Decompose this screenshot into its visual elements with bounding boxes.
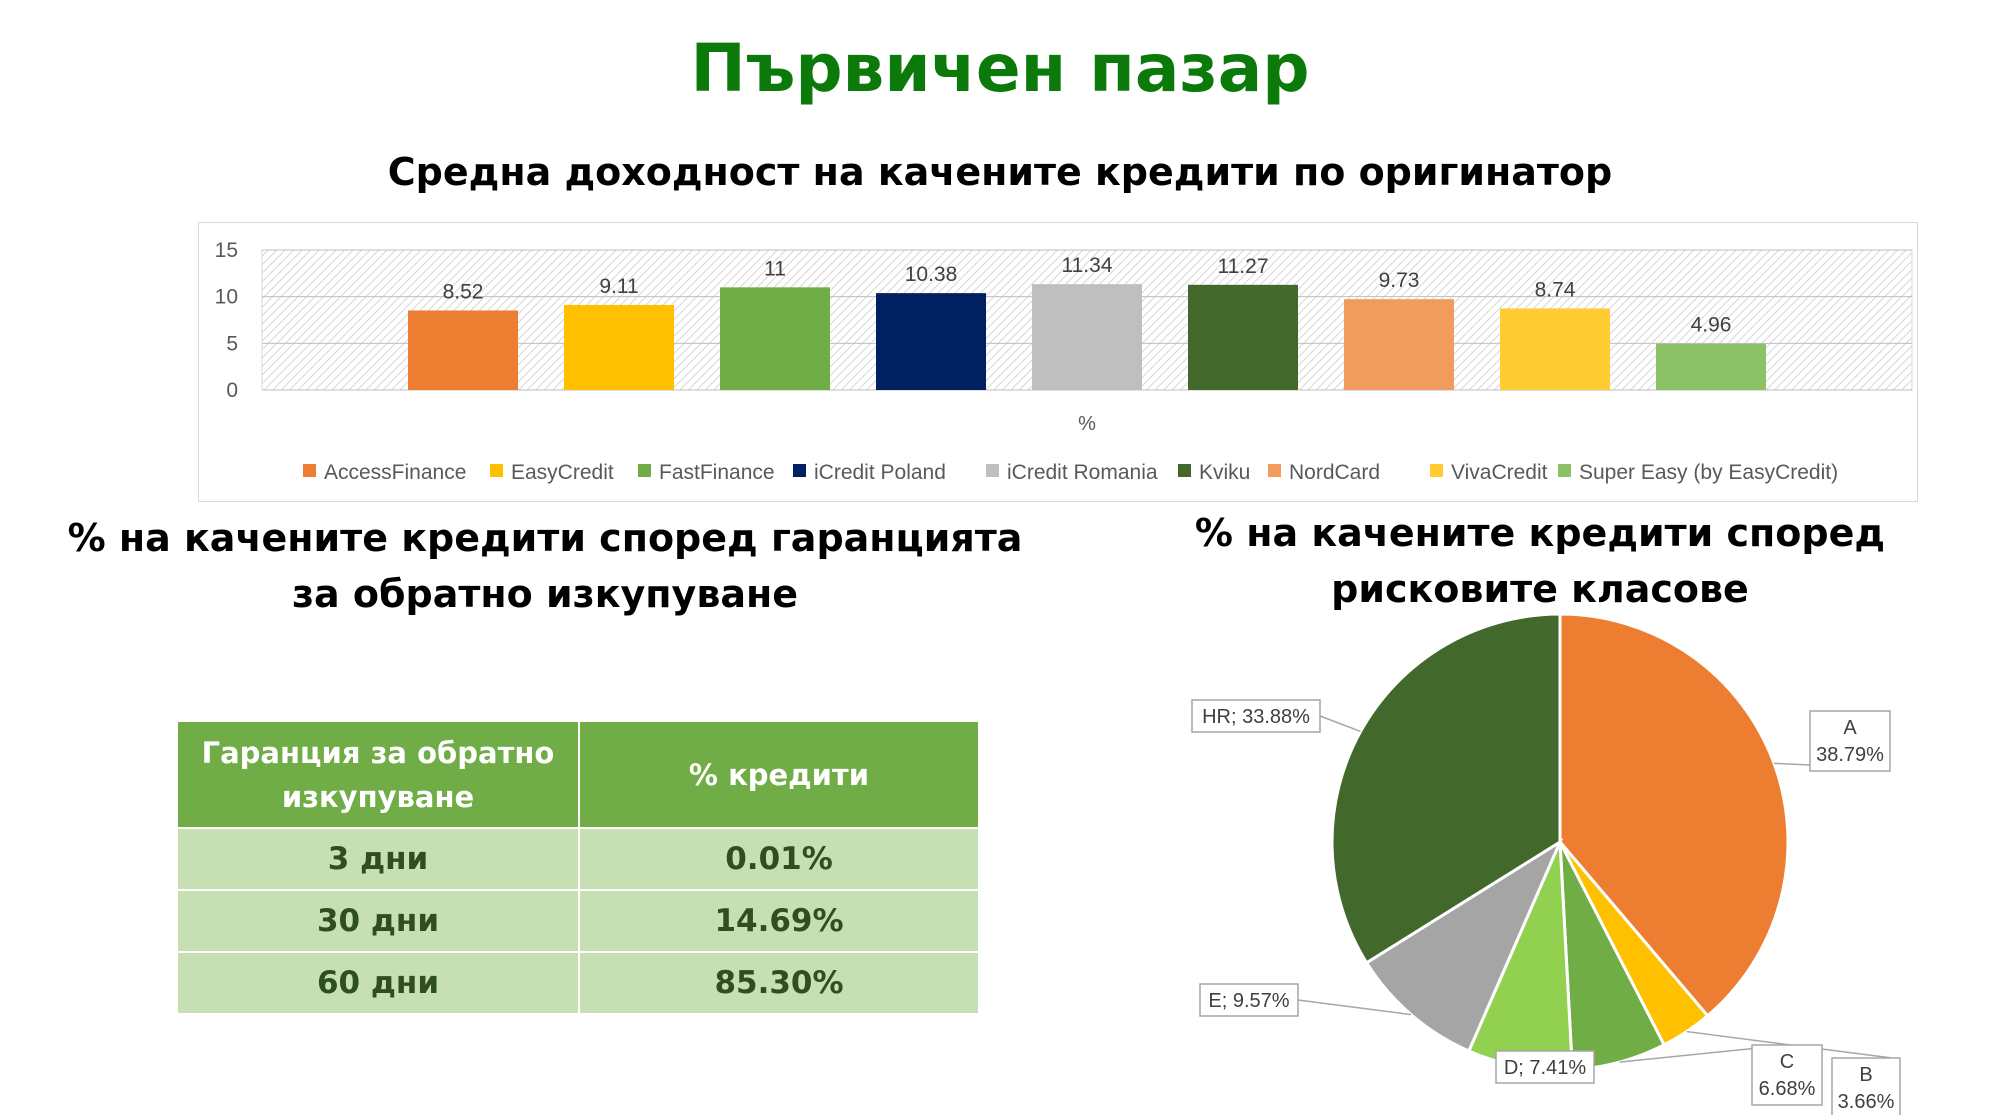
- pie-slice-hr: [1330, 612, 1562, 965]
- legend-label: EasyCredit: [511, 461, 614, 484]
- cell-percent: 14.69%: [578, 889, 980, 953]
- legend-label: Super Easy (by EasyCredit): [1579, 461, 1838, 484]
- legend-label: Kviku: [1199, 461, 1250, 484]
- table-header-guarantee: Гаранция за обратно изкупуване: [176, 720, 580, 829]
- guarantee-title: % на качените кредити според гаранцията …: [67, 516, 1023, 616]
- legend-swatch: [638, 464, 651, 477]
- pie-data-label: 3.66%: [1838, 1091, 1895, 1113]
- pie-data-label: E; 9.57%: [1208, 990, 1289, 1012]
- cell-percent: 0.01%: [578, 827, 980, 891]
- risk-title: % на качените кредити според рисковите к…: [1194, 511, 1886, 611]
- table-row: 3 дни 0.01%: [176, 827, 980, 891]
- bar-2: [720, 287, 830, 390]
- bar-0: [408, 310, 518, 390]
- legend-label: iCredit Romania: [1007, 461, 1158, 484]
- data-label: 9.73: [1379, 269, 1420, 292]
- legend-label: AccessFinance: [324, 461, 466, 484]
- data-label-box: [1191, 699, 1321, 733]
- pie-slice-e: [1364, 838, 1564, 1053]
- page-title: Първичен пазар: [690, 30, 1310, 107]
- table-row: 60 дни 85.30%: [176, 951, 980, 1015]
- bar-6: [1344, 299, 1454, 390]
- data-label-box: [1751, 1044, 1823, 1106]
- x-axis-label: %: [1078, 413, 1096, 435]
- legend-label: iCredit Poland: [814, 461, 946, 484]
- data-label: 8.52: [443, 280, 484, 303]
- cell-guarantee: 3 дни: [176, 827, 580, 891]
- bar-8: [1656, 343, 1766, 390]
- legend-swatch: [303, 464, 316, 477]
- legend-label: VivaCredit: [1451, 461, 1548, 484]
- bar-5: [1188, 284, 1298, 390]
- data-label-box: [1809, 710, 1891, 772]
- data-label: 10.38: [905, 263, 958, 286]
- pie-data-label: 6.68%: [1759, 1078, 1816, 1100]
- legend-swatch: [986, 464, 999, 477]
- legend-swatch: [1268, 464, 1281, 477]
- data-label: 11.34: [1062, 254, 1113, 277]
- y-tick-label: 0: [226, 379, 238, 402]
- data-label: 8.74: [1535, 278, 1576, 301]
- bar-chart: 0 5 10 15 8.52 9.11 11 10.38 11.34 11.27 9.73 8.74…: [215, 239, 1913, 484]
- legend-swatch: [1558, 464, 1571, 477]
- data-label-box: [1199, 983, 1299, 1017]
- pie-data-label: 38.79%: [1816, 744, 1884, 766]
- cell-guarantee: 30 дни: [176, 889, 580, 953]
- leader-line: [1773, 762, 1811, 766]
- table-row: 30 дни 14.69%: [176, 889, 980, 953]
- data-label-box: [1495, 1050, 1595, 1084]
- data-label: 11: [764, 257, 786, 280]
- leader-line: [1319, 715, 1361, 733]
- pie-data-label: HR; 33.88%: [1202, 706, 1310, 728]
- bar-chart-frame: [198, 222, 1918, 502]
- pie-data-label: B: [1859, 1064, 1872, 1086]
- leader-line: [1297, 999, 1412, 1016]
- guarantee-table: Гаранция за обратно изкупуване % кредити…: [176, 720, 980, 1015]
- data-label: 9.11: [599, 275, 638, 298]
- legend-label: FastFinance: [659, 461, 775, 484]
- table-header-percent: % кредити: [578, 720, 980, 829]
- bar-3: [876, 293, 986, 390]
- bar-1: [564, 304, 674, 390]
- y-tick-label: 10: [215, 286, 238, 309]
- legend-swatch: [1178, 464, 1191, 477]
- legend-swatch: [490, 464, 503, 477]
- cell-percent: 85.30%: [578, 951, 980, 1015]
- cell-guarantee: 60 дни: [176, 951, 580, 1015]
- pie-data-label: C: [1780, 1051, 1794, 1073]
- legend-label: NordCard: [1289, 461, 1380, 484]
- bar-chart-title: Средна доходност на качените кредити по …: [387, 150, 1613, 194]
- data-label: 11.27: [1218, 255, 1269, 278]
- pie-chart: A 38.79% B 3.66% C 6.68% D; 7.41% E; 9.57% HR; 3…: [1191, 612, 1901, 1115]
- pie-slice-a: [1558, 612, 1790, 1018]
- legend-swatch: [1430, 464, 1443, 477]
- bar-7: [1500, 308, 1610, 390]
- pie-data-label: A: [1843, 717, 1857, 739]
- data-label: 4.96: [1691, 314, 1732, 337]
- y-tick-label: 15: [215, 239, 238, 262]
- y-tick-label: 5: [226, 332, 238, 355]
- data-label-box: [1831, 1057, 1901, 1115]
- pie-data-label: D; 7.41%: [1504, 1057, 1586, 1079]
- bar-4: [1032, 284, 1142, 390]
- legend-swatch: [793, 464, 806, 477]
